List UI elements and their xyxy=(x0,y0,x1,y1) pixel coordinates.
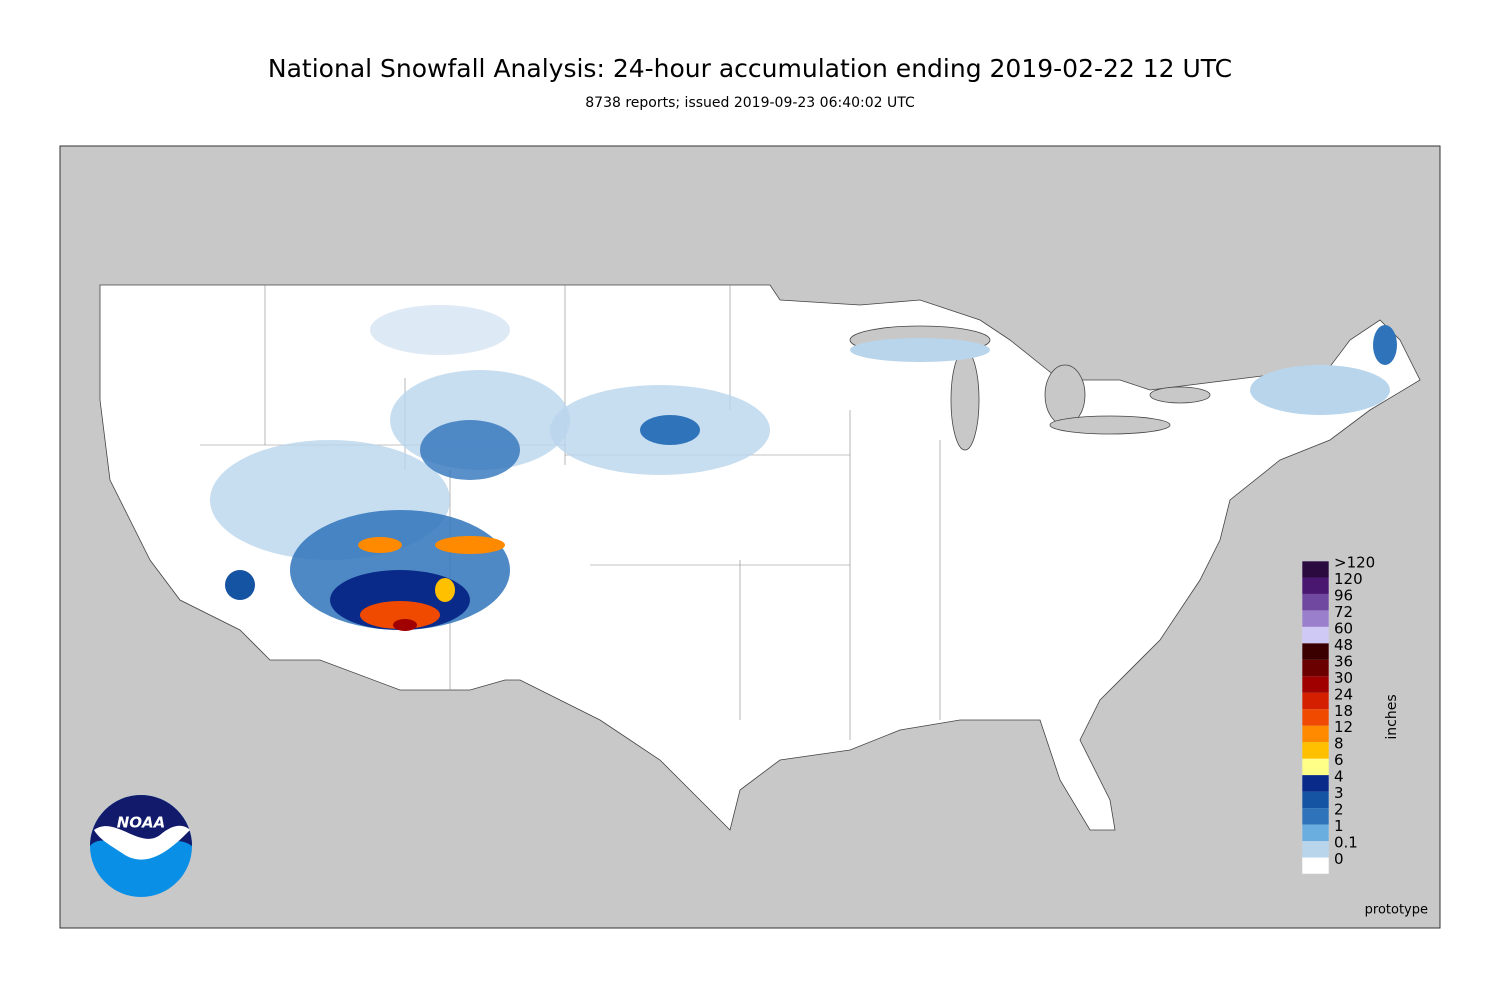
footer-note: prototype xyxy=(1365,903,1428,918)
legend-swatch xyxy=(1302,775,1329,792)
legend-swatch xyxy=(1302,857,1329,874)
legend-label: 30 xyxy=(1334,669,1353,687)
legend-label: 36 xyxy=(1334,652,1353,670)
legend-swatch xyxy=(1302,808,1329,825)
legend-label: 3 xyxy=(1334,784,1344,802)
legend-label: 8 xyxy=(1334,735,1344,753)
legend-swatch xyxy=(1302,643,1329,660)
legend-swatch xyxy=(1302,676,1329,693)
legend-label: 96 xyxy=(1334,586,1353,604)
legend-swatch xyxy=(1302,758,1329,776)
legend-label: 6 xyxy=(1334,751,1344,769)
legend-swatch xyxy=(1302,659,1329,677)
legend-label: 4 xyxy=(1334,768,1344,786)
legend-swatch xyxy=(1302,709,1329,726)
legend-label: 120 xyxy=(1334,570,1363,588)
legend-swatch xyxy=(1302,610,1329,627)
legend-label: 0 xyxy=(1334,850,1344,868)
subtitle: 8738 reports; issued 2019-09-23 06:40:02… xyxy=(585,95,915,111)
noaa-logo: NOAA xyxy=(90,795,192,897)
legend-label: 24 xyxy=(1334,685,1353,703)
legend-swatch xyxy=(1302,593,1329,611)
legend-label: 12 xyxy=(1334,718,1353,736)
legend-label: 18 xyxy=(1334,702,1353,720)
legend-swatch xyxy=(1302,692,1329,710)
legend-border xyxy=(1301,560,1330,875)
legend-label: 72 xyxy=(1334,603,1353,621)
legend-swatch xyxy=(1302,577,1329,594)
legend-swatch xyxy=(1302,791,1329,809)
legend-swatch xyxy=(1302,725,1329,743)
legend-label: 48 xyxy=(1334,636,1353,654)
snowfall-shading xyxy=(210,305,1397,631)
legend-swatch xyxy=(1302,742,1329,759)
map xyxy=(59,145,1441,929)
title: National Snowfall Analysis: 24-hour accu… xyxy=(268,54,1232,83)
legend-label: 2 xyxy=(1334,801,1344,819)
legend-label: 0.1 xyxy=(1334,834,1358,852)
logo-text: NOAA xyxy=(117,814,166,832)
legend-swatch xyxy=(1302,561,1329,578)
legend-label: 1 xyxy=(1334,817,1344,835)
legend-label: 60 xyxy=(1334,619,1353,637)
legend-label: >120 xyxy=(1334,554,1375,572)
legend-swatch xyxy=(1302,626,1329,644)
legend-unit: inches xyxy=(1384,694,1400,739)
legend-swatch xyxy=(1302,824,1329,842)
legend-swatch xyxy=(1302,841,1329,858)
great-lakes xyxy=(849,325,1211,451)
